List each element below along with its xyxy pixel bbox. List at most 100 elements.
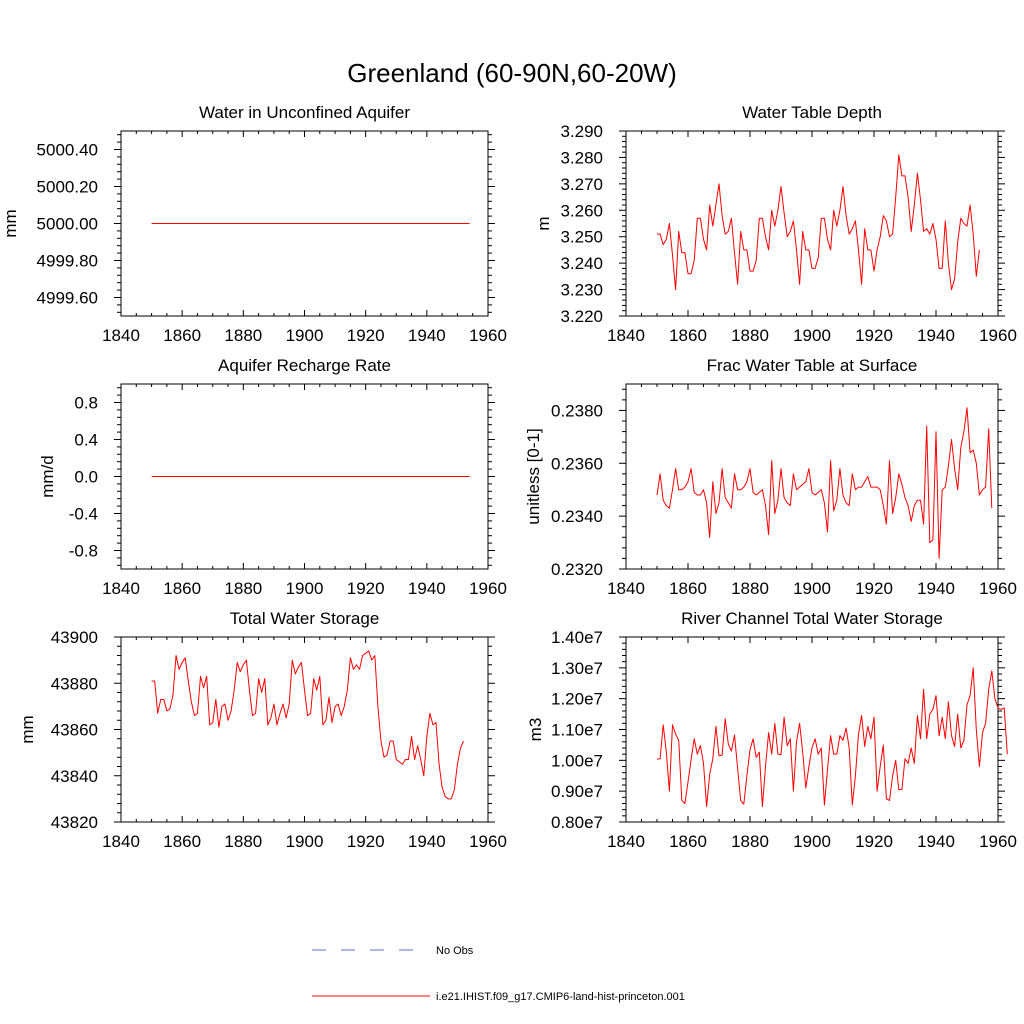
- series-line: [151, 650, 464, 800]
- x-tick-label: 1840: [607, 579, 645, 598]
- y-tick-label: -0.4: [69, 505, 98, 524]
- x-tick-label: 1880: [731, 832, 769, 851]
- x-tick-label: 1920: [347, 579, 385, 598]
- x-tick-label: 1900: [286, 579, 324, 598]
- legend-model-label: i.e21.IHIST.f09_g17.CMIP6-land-hist-prin…: [436, 991, 685, 1003]
- x-tick-label: 1940: [408, 579, 446, 598]
- panel-title: Water in Unconfined Aquifer: [199, 103, 410, 122]
- y-tick-label: 0.2320: [551, 560, 603, 579]
- x-tick-label: 1900: [793, 326, 831, 345]
- x-tick-label: 1860: [163, 832, 201, 851]
- plot-frame: [625, 383, 999, 570]
- x-tick-label: 1880: [224, 832, 262, 851]
- x-tick-label: 1920: [855, 326, 893, 345]
- x-tick-label: 1940: [917, 326, 955, 345]
- y-tick-label: 3.250: [560, 228, 603, 247]
- y-tick-label: 3.260: [560, 201, 603, 220]
- y-tick-label: 0.2340: [551, 507, 603, 526]
- x-tick-label: 1940: [917, 832, 955, 851]
- panel-aquifer-recharge-rate: Aquifer Recharge Rate 1840 1860 1880 1900 192…: [38, 356, 507, 598]
- y-axis-label: mm: [18, 715, 37, 743]
- x-tick-label: 1840: [102, 326, 140, 345]
- y-tick-label: 1.10e7: [551, 721, 603, 740]
- panel-title: Frac Water Table at Surface: [707, 356, 918, 375]
- x-tick-label: 1880: [224, 579, 262, 598]
- y-tick-label: 3.270: [560, 175, 603, 194]
- y-tick-label: 1.30e7: [551, 659, 603, 678]
- x-tick-label: 1960: [979, 832, 1017, 851]
- x-tick-label: 1840: [607, 832, 645, 851]
- panel-total-water-storage: Total Water Storage 1840 1860 1880 1900 1920 1…: [18, 609, 507, 851]
- y-tick-label: 3.290: [560, 122, 603, 141]
- x-tick-label: 1960: [979, 326, 1017, 345]
- y-tick-label: 5000.00: [37, 215, 98, 234]
- x-tick-label: 1960: [979, 579, 1017, 598]
- panel-frac-water-table-at-surface: Frac Water Table at Surface 1840 1860 1880 1…: [524, 356, 1017, 598]
- panel-title: Aquifer Recharge Rate: [218, 356, 391, 375]
- legend: No Obs i.e21.IHIST.f09_g17.CMIP6-land-hi…: [312, 945, 685, 1003]
- y-tick-label: 3.240: [560, 254, 603, 273]
- x-tick-label: 1880: [731, 326, 769, 345]
- x-tick-label: 1900: [793, 832, 831, 851]
- series-line: [656, 407, 993, 559]
- x-tick-label: 1860: [669, 832, 707, 851]
- x-tick-label: 1960: [469, 326, 507, 345]
- y-tick-label: 0.90e7: [551, 782, 603, 801]
- y-tick-label: 3.230: [560, 281, 603, 300]
- series-line: [656, 667, 1008, 808]
- x-tick-label: 1920: [855, 579, 893, 598]
- x-tick-label: 1860: [669, 326, 707, 345]
- x-tick-label: 1920: [347, 326, 385, 345]
- y-tick-label: 1.00e7: [551, 751, 603, 770]
- x-tick-label: 1880: [731, 579, 769, 598]
- y-tick-label: 5000.40: [37, 141, 98, 160]
- y-axis-label: unitless [0-1]: [524, 428, 543, 524]
- plot-frame: [120, 636, 489, 823]
- y-tick-label: 43820: [51, 813, 98, 832]
- plot-frame: [625, 130, 999, 317]
- x-tick-label: 1860: [163, 579, 201, 598]
- y-axis-label: mm/d: [38, 455, 57, 498]
- x-tick-label: 1840: [102, 832, 140, 851]
- x-tick-label: 1960: [469, 832, 507, 851]
- x-tick-label: 1900: [286, 326, 324, 345]
- x-tick-label: 1860: [163, 326, 201, 345]
- x-tick-label: 1880: [224, 326, 262, 345]
- y-tick-label: 43860: [51, 721, 98, 740]
- series-line: [657, 154, 980, 291]
- y-tick-label: -0.8: [69, 542, 98, 561]
- y-tick-label: 0.80e7: [551, 813, 603, 832]
- y-axis-label: m3: [526, 718, 545, 742]
- panel-title: Water Table Depth: [742, 103, 882, 122]
- x-tick-label: 1960: [469, 579, 507, 598]
- x-tick-label: 1860: [669, 579, 707, 598]
- y-tick-label: 3.280: [560, 148, 603, 167]
- x-tick-label: 1900: [793, 579, 831, 598]
- x-tick-label: 1920: [347, 832, 385, 851]
- panel-title: River Channel Total Water Storage: [681, 609, 943, 628]
- y-tick-label: 0.2380: [551, 401, 603, 420]
- x-tick-label: 1920: [855, 832, 893, 851]
- y-tick-label: 4999.80: [37, 252, 98, 271]
- y-tick-label: 43900: [51, 628, 98, 647]
- y-tick-label: 0.4: [74, 431, 98, 450]
- y-tick-label: 0.0: [74, 468, 98, 487]
- y-tick-label: 43880: [51, 674, 98, 693]
- panel-river-channel-total-water-storage: River Channel Total Water Storage 1840 186…: [526, 609, 1017, 851]
- y-axis-label: mm: [1, 209, 20, 237]
- figure-title: Greenland (60-90N,60-20W): [347, 58, 677, 88]
- x-tick-label: 1840: [607, 326, 645, 345]
- y-tick-label: 3.220: [560, 307, 603, 326]
- panel-title: Total Water Storage: [230, 609, 380, 628]
- legend-obs-label: No Obs: [436, 945, 474, 957]
- y-tick-label: 0.2360: [551, 454, 603, 473]
- y-axis-label: m: [534, 216, 553, 230]
- x-tick-label: 1940: [408, 326, 446, 345]
- x-tick-label: 1940: [408, 832, 446, 851]
- x-tick-label: 1900: [286, 832, 324, 851]
- panel-water-in-unconfined-aquifer: Water in Unconfined Aquifer 1840 1860 1880 1…: [1, 103, 507, 345]
- panel-water-table-depth: Water Table Depth 1840 1860 1880 1900 1920 194…: [534, 103, 1017, 345]
- y-tick-label: 43840: [51, 767, 98, 786]
- y-tick-label: 4999.60: [37, 289, 98, 308]
